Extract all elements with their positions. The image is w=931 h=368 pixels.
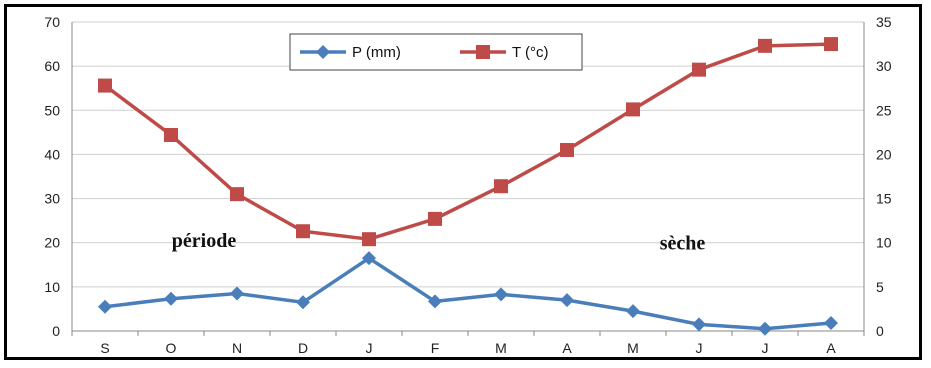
- x-tick-label: A: [826, 340, 836, 356]
- right-tick-label: 10: [876, 235, 892, 251]
- data-point: [164, 128, 178, 143]
- x-tick-label: S: [100, 340, 109, 356]
- series-line: [104, 256, 832, 331]
- data-point: [824, 37, 838, 52]
- right-tick-label: 15: [876, 191, 892, 207]
- legend-item: T (°c): [460, 44, 549, 61]
- data-point: [362, 232, 376, 247]
- left-tick-label: 40: [44, 146, 60, 162]
- x-tick-label: M: [495, 340, 507, 356]
- data-point: [98, 299, 112, 314]
- series-layer: [98, 37, 838, 336]
- x-tick-label: F: [431, 340, 440, 356]
- legend-swatch-marker: [316, 45, 330, 59]
- x-tick-label: D: [298, 340, 308, 356]
- annotation-label: sèche: [660, 232, 706, 254]
- annotations: période sèche: [172, 230, 706, 254]
- right-tick-label: 5: [876, 279, 884, 295]
- legend-item: P (mm): [300, 44, 401, 61]
- left-tick-label: 60: [44, 58, 60, 74]
- legend-label: P (mm): [352, 44, 401, 61]
- right-tick-label: 20: [876, 146, 892, 162]
- left-tick-label: 10: [44, 279, 60, 295]
- annotation-label: période: [172, 230, 237, 252]
- left-axis-ticks: 0 10 20 30 40 50 60 70: [44, 14, 60, 339]
- right-tick-label: 35: [876, 14, 892, 30]
- data-point: [230, 286, 244, 301]
- x-tick-label: J: [762, 340, 769, 356]
- data-point: [824, 316, 838, 331]
- data-point: [692, 62, 706, 77]
- data-point: [626, 102, 640, 117]
- data-point: [494, 179, 508, 194]
- left-tick-label: 0: [52, 323, 60, 339]
- series-temperature: [98, 37, 838, 247]
- data-point: [626, 304, 640, 319]
- series-precipitation: [98, 251, 838, 336]
- data-point: [362, 251, 376, 266]
- data-point: [230, 187, 244, 202]
- data-point: [296, 224, 310, 239]
- x-tick-label: M: [627, 340, 639, 356]
- left-tick-label: 50: [44, 102, 60, 118]
- data-point: [296, 295, 310, 310]
- x-tick-label: J: [366, 340, 373, 356]
- x-tick-label: O: [166, 340, 177, 356]
- data-point: [758, 38, 772, 53]
- data-point: [758, 321, 772, 336]
- legend-swatch-marker: [476, 45, 490, 59]
- left-tick-label: 70: [44, 14, 60, 30]
- data-point: [494, 287, 508, 302]
- data-point: [692, 317, 706, 332]
- data-point: [560, 293, 574, 308]
- x-tick-label: N: [232, 340, 242, 356]
- right-axis-ticks: 0 5 10 15 20 25 30 35: [876, 14, 892, 339]
- data-point: [164, 291, 178, 306]
- series-line: [103, 42, 832, 241]
- left-tick-label: 20: [44, 235, 60, 251]
- data-point: [428, 294, 442, 309]
- data-point: [560, 143, 574, 158]
- x-tick-label: J: [696, 340, 703, 356]
- left-tick-label: 30: [44, 191, 60, 207]
- data-point: [98, 78, 112, 93]
- legend: P (mm) T (°c): [289, 33, 583, 71]
- x-tick-label: A: [562, 340, 572, 356]
- right-tick-label: 30: [876, 58, 892, 74]
- legend-label: T (°c): [512, 44, 549, 61]
- right-tick-label: 25: [876, 102, 892, 118]
- data-point: [428, 211, 442, 226]
- right-tick-label: 0: [876, 323, 884, 339]
